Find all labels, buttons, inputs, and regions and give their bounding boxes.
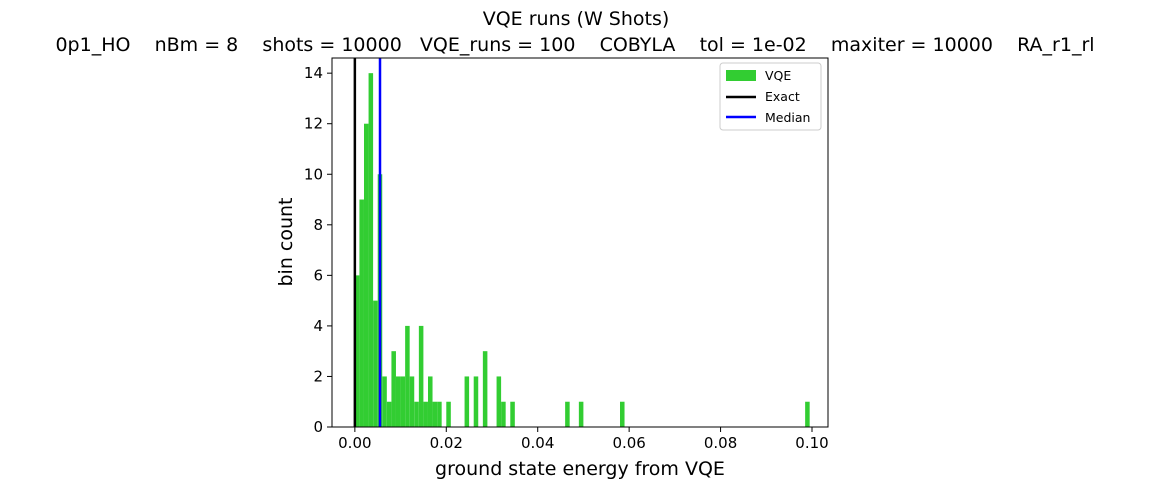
plot-frame (331, 57, 829, 428)
histogram-bar (382, 376, 387, 427)
histogram-bar (437, 401, 442, 427)
y-tick-label: 0 (313, 418, 323, 436)
histogram-bar (428, 376, 433, 427)
legend-label-median: Median (765, 110, 810, 125)
histogram-bar (423, 401, 428, 427)
axis-ticks: 0.00 0.02 0.04 0.06 0.08 0.10 0 2 4 6 8 10 12 14 (304, 64, 829, 452)
histogram-bar (386, 401, 392, 427)
legend-swatch-vqe (726, 70, 756, 81)
histogram-bar (418, 325, 424, 427)
histogram-bar (510, 401, 515, 427)
histogram-bar (391, 351, 396, 427)
legend-label-exact: Exact (765, 89, 800, 104)
x-tick-label: 0.08 (704, 434, 737, 452)
histogram-bar (409, 376, 415, 427)
histogram-bar (400, 376, 406, 427)
y-tick-label: 6 (313, 266, 323, 284)
histogram-bar (446, 401, 451, 427)
y-tick-label: 8 (313, 216, 323, 234)
histogram-bar (464, 376, 470, 427)
y-tick-label: 4 (313, 317, 323, 335)
histogram-bar (414, 401, 419, 427)
chart-title: VQE runs (W Shots) (483, 8, 670, 30)
histogram-bar (359, 199, 364, 427)
chart-subtitle: 0p1_HO nBm = 8 shots = 10000 VQE_runs = … (55, 34, 1094, 56)
x-tick-label: 0.06 (612, 434, 645, 452)
histogram-bar (805, 401, 810, 427)
x-tick-label: 0.04 (521, 434, 554, 452)
x-tick-label: 0.00 (338, 434, 371, 452)
y-tick-label: 10 (304, 165, 323, 183)
reference-lines (353, 58, 382, 427)
x-tick-label: 0.02 (430, 434, 463, 452)
histogram-bar (565, 401, 570, 427)
histogram-bar (620, 401, 625, 427)
y-tick-label: 14 (304, 64, 323, 82)
y-axis-label: bin count (275, 197, 297, 286)
histogram-bar (501, 401, 506, 427)
y-tick-label: 12 (304, 115, 323, 133)
histogram-bar (373, 300, 378, 427)
histogram-bar (496, 376, 502, 427)
histogram-bar (432, 401, 438, 427)
x-axis-label: ground state energy from VQE (435, 458, 725, 480)
y-tick-label: 2 (313, 367, 323, 385)
legend-label-vqe: VQE (765, 68, 791, 83)
histogram-bar (396, 376, 401, 427)
histogram-bar (578, 401, 584, 427)
histogram-bar (473, 376, 479, 427)
histogram-bar (364, 123, 369, 428)
histogram-bar (405, 325, 410, 427)
histogram-bar (368, 73, 374, 427)
x-tick-label: 0.10 (795, 434, 828, 452)
histogram-bar (482, 351, 488, 427)
histogram-bar (354, 275, 360, 427)
legend: VQE Exact Median (719, 62, 822, 131)
